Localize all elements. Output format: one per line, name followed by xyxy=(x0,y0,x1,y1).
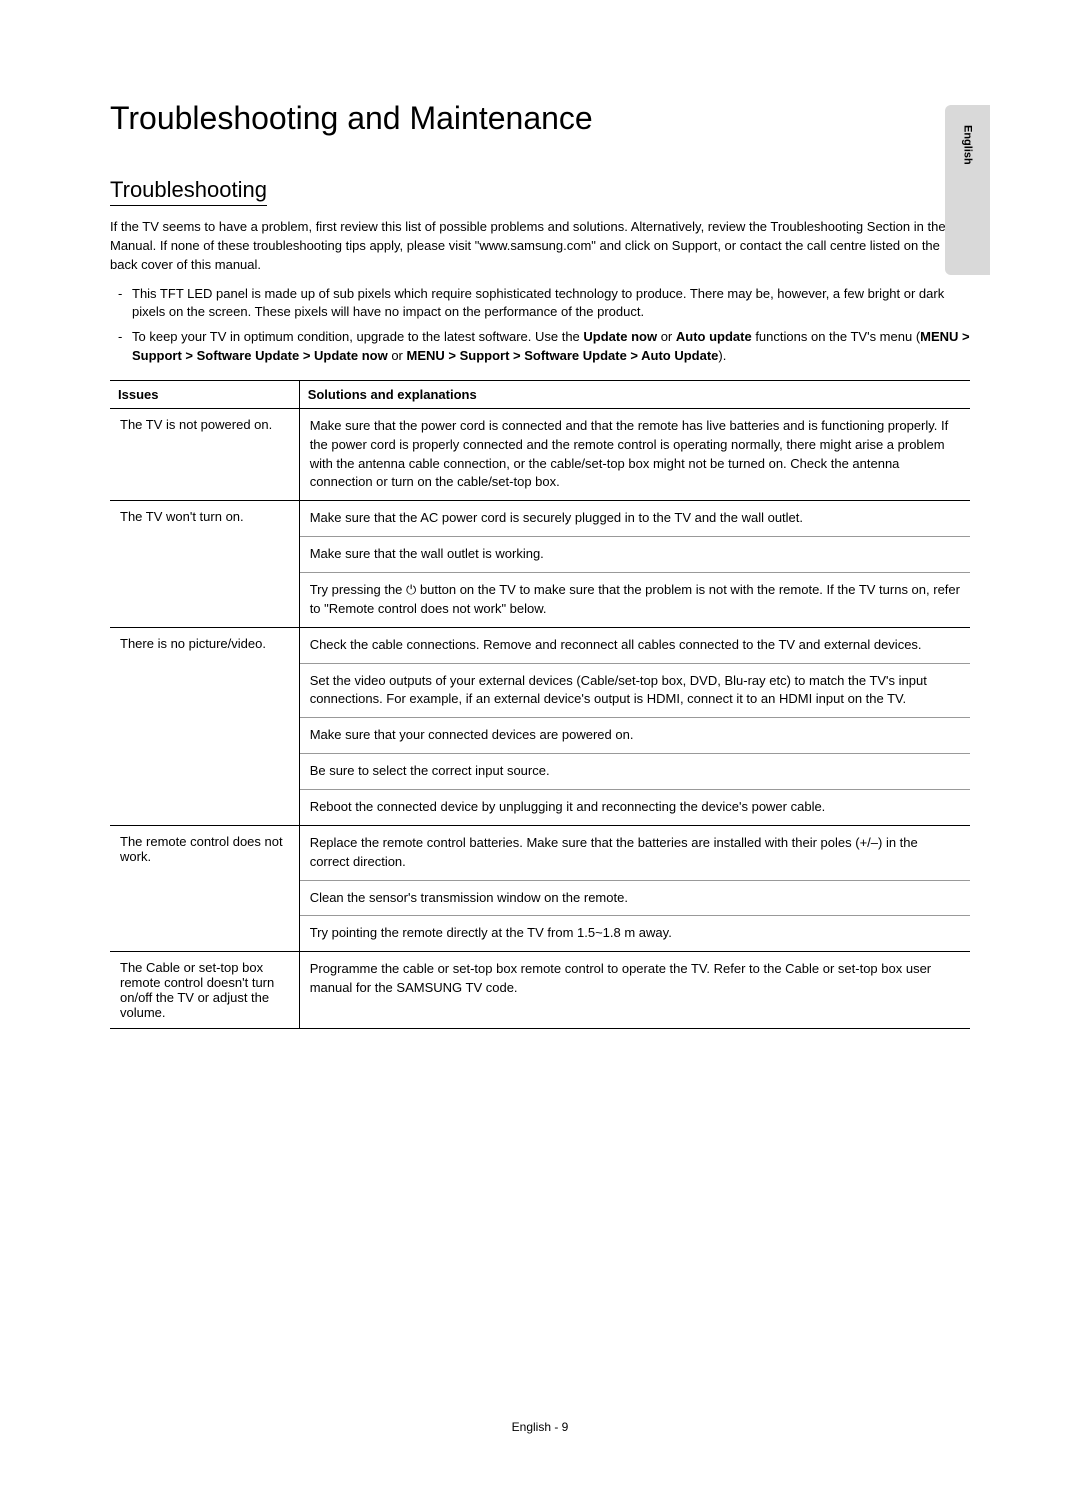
language-tab: English xyxy=(945,105,990,275)
note-text: This TFT LED panel is made up of sub pix… xyxy=(132,286,944,320)
table-row: The Cable or set-top box remote control … xyxy=(110,952,970,1029)
issue-cell: The TV won't turn on. xyxy=(110,501,299,628)
table-header-solutions: Solutions and explanations xyxy=(299,380,970,408)
section-heading: Troubleshooting xyxy=(110,177,267,206)
issue-cell: The TV is not powered on. xyxy=(110,408,299,500)
solution-cell: Make sure that the AC power cord is secu… xyxy=(299,501,970,537)
solution-cell: Make sure that the wall outlet is workin… xyxy=(299,537,970,573)
note-text: To keep your TV in optimum condition, up… xyxy=(132,329,970,363)
table-row: The remote control does not work.Replace… xyxy=(110,825,970,880)
table-row: There is no picture/video.Check the cabl… xyxy=(110,627,970,663)
solution-cell: Check the cable connections. Remove and … xyxy=(299,627,970,663)
solution-cell: Programme the cable or set-top box remot… xyxy=(299,952,970,1029)
table-row: The TV won't turn on.Make sure that the … xyxy=(110,501,970,537)
note-item: To keep your TV in optimum condition, up… xyxy=(110,328,970,366)
solution-cell: Try pointing the remote directly at the … xyxy=(299,916,970,952)
solution-cell: Replace the remote control batteries. Ma… xyxy=(299,825,970,880)
issue-cell: The remote control does not work. xyxy=(110,825,299,951)
note-item: This TFT LED panel is made up of sub pix… xyxy=(110,285,970,323)
troubleshooting-table: IssuesSolutions and explanationsThe TV i… xyxy=(110,380,970,1029)
page-title: Troubleshooting and Maintenance xyxy=(110,100,970,137)
table-header-issues: Issues xyxy=(110,380,299,408)
solution-cell: Try pressing the ⏻ button on the TV to m… xyxy=(299,572,970,627)
issue-cell: There is no picture/video. xyxy=(110,627,299,825)
solution-cell: Be sure to select the correct input sour… xyxy=(299,754,970,790)
solution-cell: Clean the sensor's transmission window o… xyxy=(299,880,970,916)
solution-cell: Make sure that your connected devices ar… xyxy=(299,718,970,754)
issue-cell: The Cable or set-top box remote control … xyxy=(110,952,299,1029)
language-tab-label: English xyxy=(962,125,974,165)
page-content: Troubleshooting and Maintenance Troubles… xyxy=(0,0,1080,1079)
solution-cell: Reboot the connected device by unpluggin… xyxy=(299,790,970,826)
power-icon: ⏻ xyxy=(406,581,416,600)
page-footer: English - 9 xyxy=(0,1420,1080,1434)
notes-list: This TFT LED panel is made up of sub pix… xyxy=(110,285,970,366)
intro-paragraph: If the TV seems to have a problem, first… xyxy=(110,218,970,275)
table-row: The TV is not powered on.Make sure that … xyxy=(110,408,970,500)
solution-cell: Make sure that the power cord is connect… xyxy=(299,408,970,500)
solution-cell: Set the video outputs of your external d… xyxy=(299,663,970,718)
